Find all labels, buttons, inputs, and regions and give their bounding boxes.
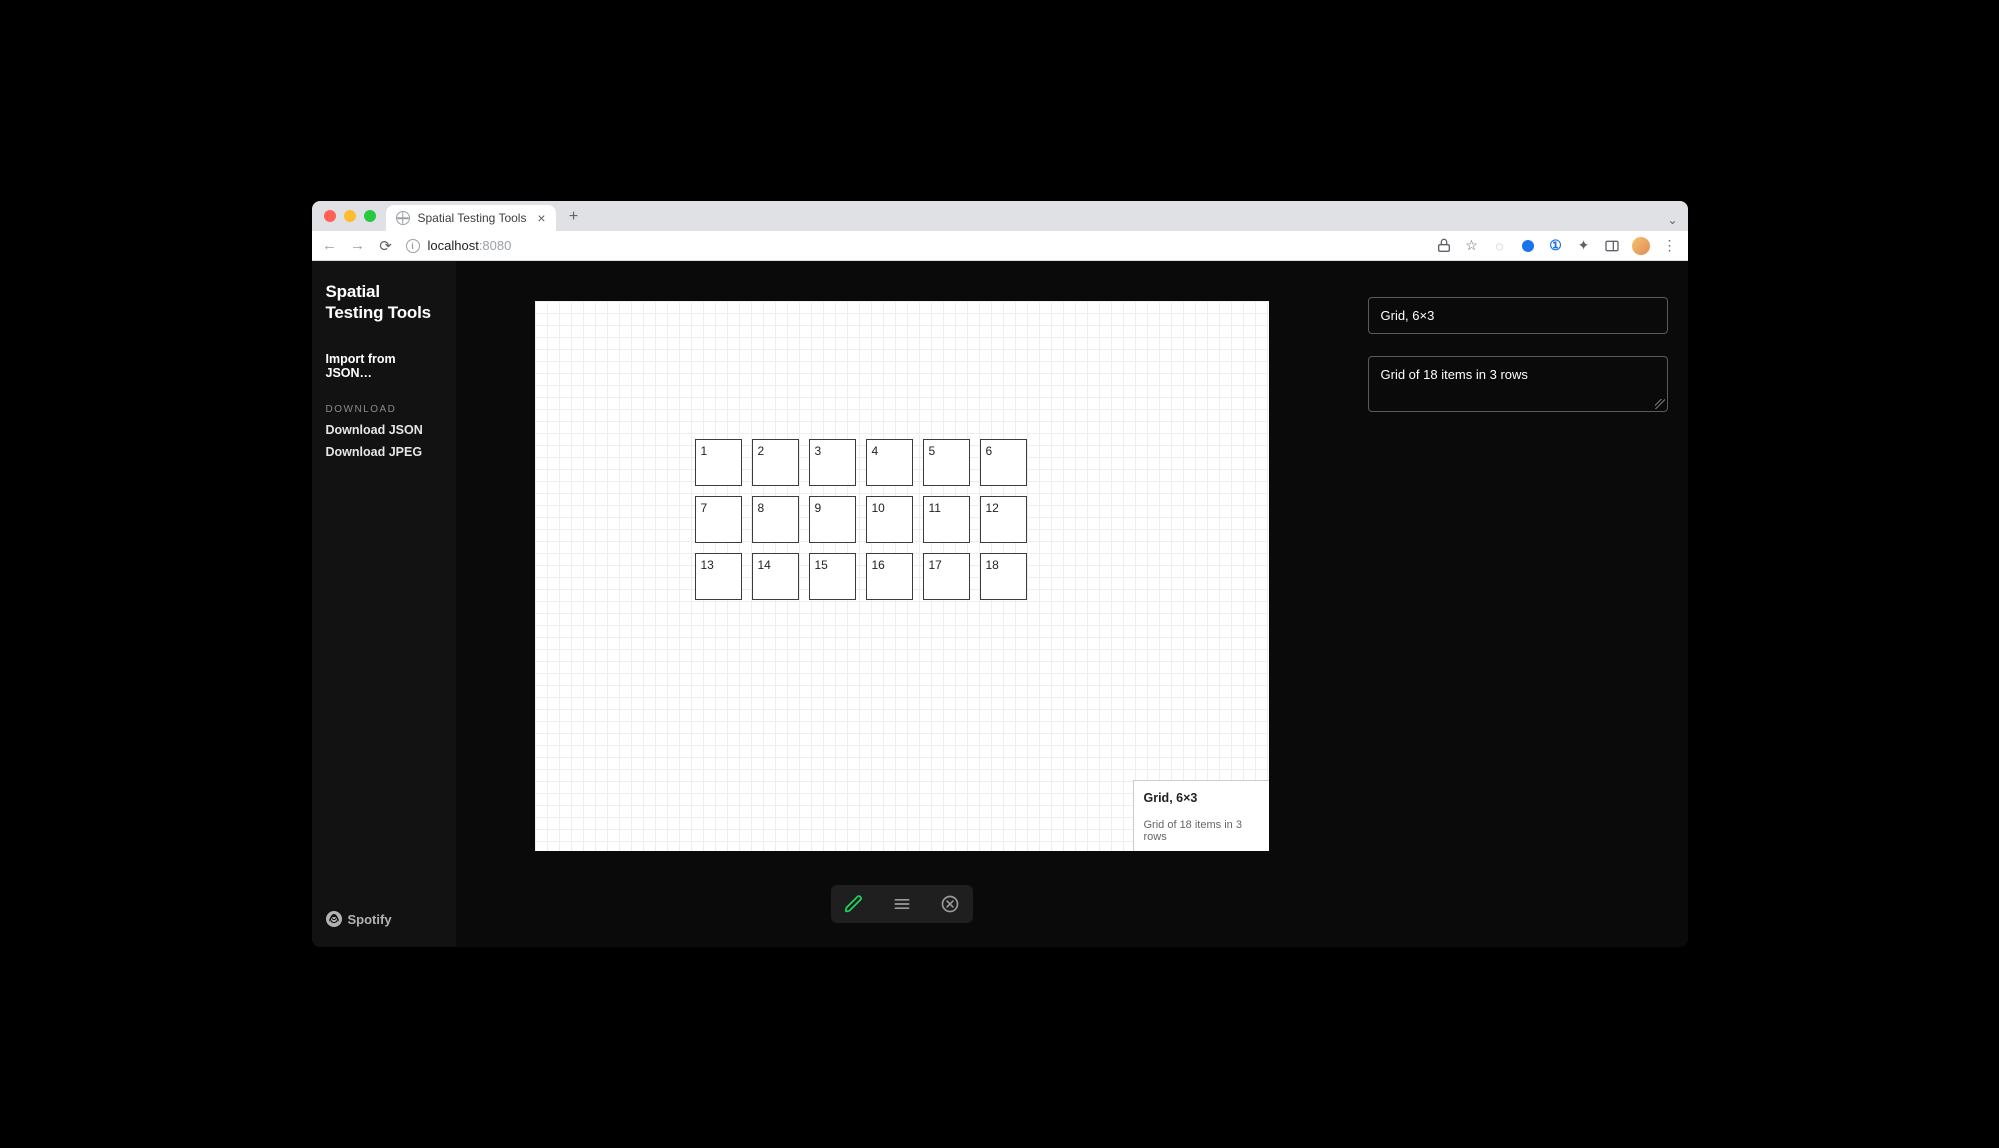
canvas[interactable]: 123456789101112131415161718 Grid, 6×3 Gr… — [535, 301, 1269, 851]
grid-cell[interactable]: 5 — [923, 439, 970, 486]
download-jpeg-link[interactable]: Download JPEG — [326, 445, 442, 459]
globe-icon — [396, 211, 410, 225]
grid-cell[interactable]: 12 — [980, 496, 1027, 543]
toolbar-right: ☆ ◌ ① ✦ ⋮ — [1436, 237, 1678, 255]
nav-forward-button[interactable]: → — [350, 237, 366, 254]
window-minimize-button[interactable] — [344, 210, 356, 222]
nav-reload-button[interactable]: ⟳ — [378, 237, 394, 255]
name-input[interactable]: Grid, 6×3 — [1368, 297, 1668, 334]
grid-cell[interactable]: 18 — [980, 553, 1027, 600]
side-panel-icon[interactable] — [1604, 238, 1620, 254]
list-tool-button[interactable] — [891, 893, 913, 915]
bookmark-star-icon[interactable]: ☆ — [1464, 238, 1480, 254]
grid-cell[interactable]: 6 — [980, 439, 1027, 486]
download-section-header: DOWNLOAD — [326, 404, 442, 415]
spotify-brand: Spotify — [326, 911, 442, 927]
grid-cell[interactable]: 10 — [866, 496, 913, 543]
browser-window: Spatial Testing Tools × + ⌄ ← → ⟳ i loca… — [312, 201, 1688, 947]
extensions-puzzle-icon[interactable]: ✦ — [1576, 238, 1592, 254]
address-bar[interactable]: i localhost:8080 — [406, 238, 1424, 253]
description-textarea[interactable]: Grid of 18 items in 3 rows — [1368, 356, 1668, 412]
grid-cell[interactable]: 13 — [695, 553, 742, 600]
grid-cell[interactable]: 9 — [809, 496, 856, 543]
tab-strip: Spatial Testing Tools × + ⌄ — [312, 201, 1688, 231]
clear-tool-button[interactable] — [939, 893, 961, 915]
grid-cell[interactable]: 15 — [809, 553, 856, 600]
annotation-title: Grid, 6×3 — [1144, 791, 1259, 805]
import-from-json-link[interactable]: Import from JSON… — [326, 352, 442, 380]
spotify-brand-label: Spotify — [348, 912, 392, 927]
nav-back-button[interactable]: ← — [322, 237, 338, 254]
grid-cell[interactable]: 8 — [752, 496, 799, 543]
grid-cell[interactable]: 7 — [695, 496, 742, 543]
grid-cell[interactable]: 4 — [866, 439, 913, 486]
spotify-logo-icon — [326, 911, 342, 927]
new-tab-button[interactable]: + — [562, 205, 586, 229]
site-info-icon[interactable]: i — [406, 239, 420, 253]
grid-cell[interactable]: 14 — [752, 553, 799, 600]
extension-icon-2[interactable] — [1520, 238, 1536, 254]
grid-cell[interactable]: 3 — [809, 439, 856, 486]
app-title: Spatial Testing Tools — [326, 281, 442, 324]
pencil-tool-button[interactable] — [843, 893, 865, 915]
grid-cell[interactable]: 16 — [866, 553, 913, 600]
browser-tab[interactable]: Spatial Testing Tools × — [386, 205, 556, 231]
window-close-button[interactable] — [324, 210, 336, 222]
extension-icon-1[interactable]: ◌ — [1492, 238, 1508, 254]
grid-cell[interactable]: 17 — [923, 553, 970, 600]
tab-title: Spatial Testing Tools — [418, 211, 527, 225]
address-bar-row: ← → ⟳ i localhost:8080 ☆ ◌ ① ✦ ⋮ — [312, 231, 1688, 261]
canvas-area: 123456789101112131415161718 Grid, 6×3 Gr… — [456, 261, 1348, 947]
app-root: Spatial Testing Tools Import from JSON… … — [312, 261, 1688, 947]
window-controls — [324, 210, 376, 222]
inspector-panel: Grid, 6×3 Grid of 18 items in 3 rows — [1348, 261, 1688, 947]
floating-toolbar — [831, 885, 973, 923]
grid-component[interactable]: 123456789101112131415161718 — [695, 439, 1027, 600]
canvas-annotation-card: Grid, 6×3 Grid of 18 items in 3 rows — [1133, 780, 1269, 851]
download-json-link[interactable]: Download JSON — [326, 423, 442, 437]
tabstrip-expand-button[interactable]: ⌄ — [1667, 213, 1677, 227]
url-port: :8080 — [479, 238, 512, 253]
window-zoom-button[interactable] — [364, 210, 376, 222]
kebab-menu-icon[interactable]: ⋮ — [1662, 238, 1678, 254]
sidebar: Spatial Testing Tools Import from JSON… … — [312, 261, 456, 947]
tab-close-button[interactable]: × — [537, 211, 545, 225]
share-icon[interactable] — [1436, 238, 1452, 254]
grid-cell[interactable]: 2 — [752, 439, 799, 486]
grid-cell[interactable]: 11 — [923, 496, 970, 543]
grid-cell[interactable]: 1 — [695, 439, 742, 486]
annotation-desc: Grid of 18 items in 3 rows — [1144, 819, 1259, 843]
profile-avatar[interactable] — [1632, 237, 1650, 255]
extension-icon-3[interactable]: ① — [1548, 238, 1564, 254]
url-host: localhost — [428, 238, 479, 253]
